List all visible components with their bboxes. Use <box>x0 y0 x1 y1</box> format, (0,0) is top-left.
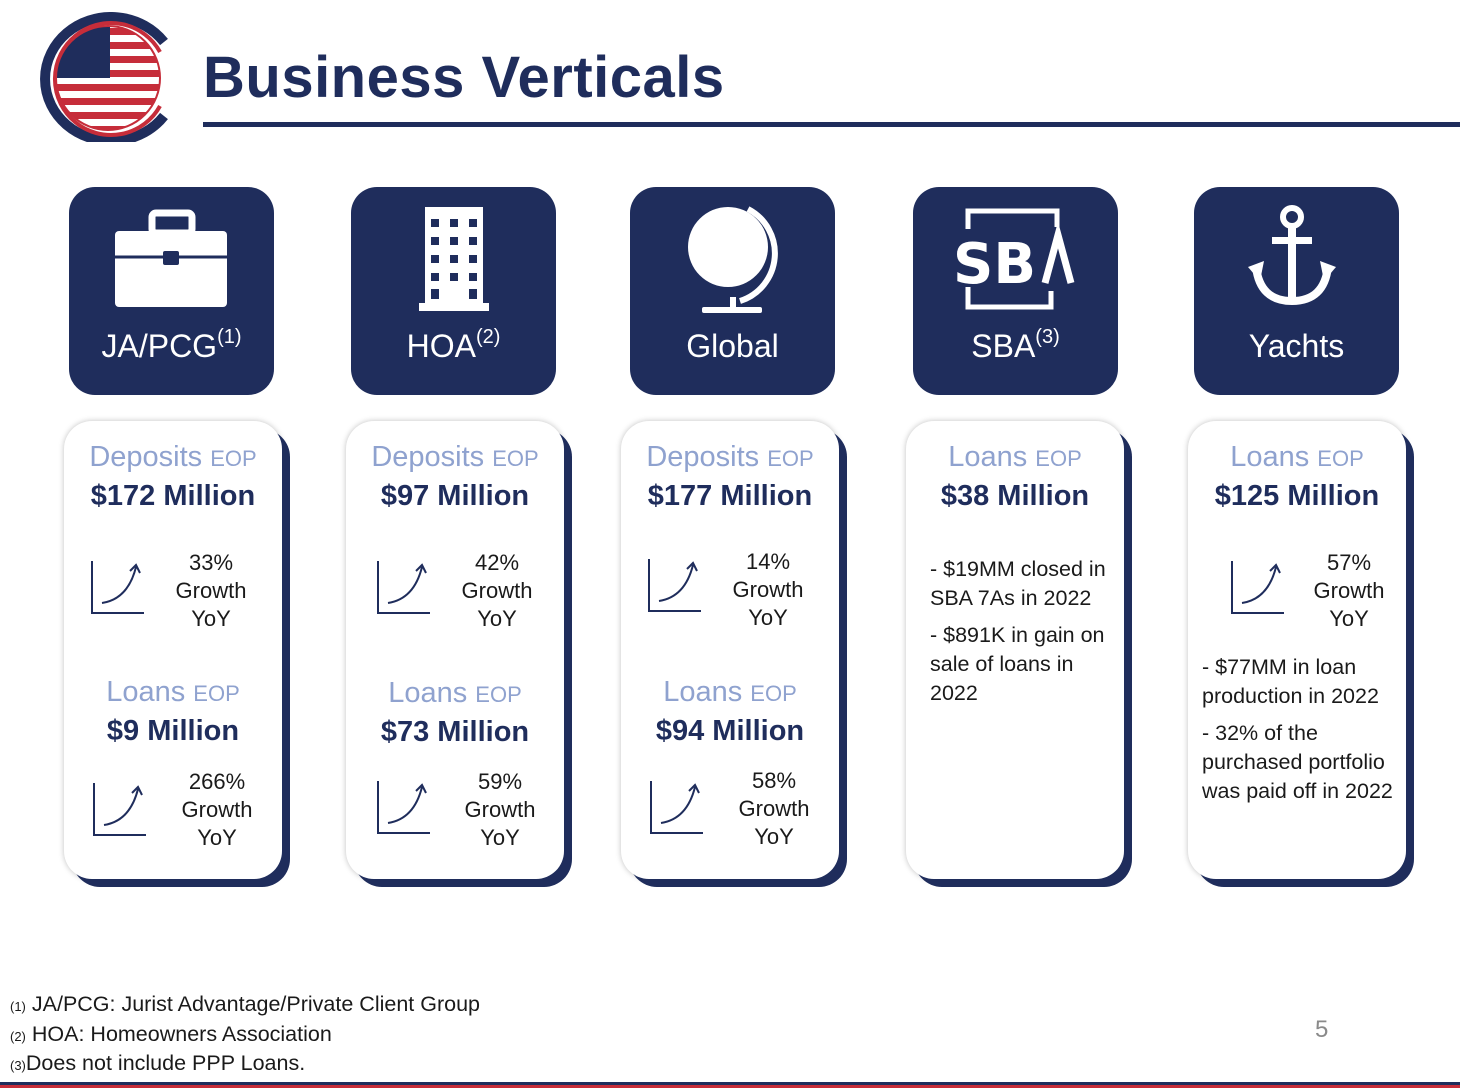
card-sba: Loans EOP $38 Million - $19MM closed in … <box>906 421 1124 879</box>
growth-stat: 57% Growth YoY <box>1313 550 1385 631</box>
vertical-tile-ja-pcg: JA/PCG(1) <box>69 187 274 395</box>
striped-globe-logo <box>40 12 168 142</box>
vertical-label: Global <box>686 328 779 364</box>
deposits-label: Deposits EOP <box>371 441 539 473</box>
footnote-1: (1) JA/PCG: Jurist Advantage/Private Cli… <box>10 992 480 1016</box>
card-ja-pcg: Deposits EOP $172 Million 33% Growth YoY L… <box>64 421 282 879</box>
growth-chart-icon <box>377 561 430 614</box>
growth-chart-icon <box>91 561 144 614</box>
growth-chart-icon <box>1231 561 1284 614</box>
growth-stat: 266% Growth YoY <box>181 769 253 850</box>
loans-label: Loans EOP <box>106 676 240 708</box>
loans-value: $94 Million <box>655 715 805 747</box>
growth-chart-icon <box>377 781 430 834</box>
growth-stat: 58% Growth YoY <box>738 768 810 849</box>
vertical-label: SBA(3) <box>971 326 1060 364</box>
vertical-tile-global: Global <box>630 187 835 395</box>
globe-icon <box>688 206 778 313</box>
note-item: - $77MM in loan production in 2022 <box>1202 655 1379 708</box>
deposits-label: Deposits EOP <box>89 441 257 473</box>
title-underline <box>203 122 1460 127</box>
vertical-tile-sba: SB SBA(3) <box>913 187 1118 395</box>
sba-notes: - $19MM closed in SBA 7As in 2022 - $891… <box>930 555 1120 716</box>
footnote-3: (3)Does not include PPP Loans. <box>10 1051 306 1075</box>
growth-chart-icon <box>648 559 701 612</box>
card-yachts: Loans EOP $125 Million 57% Growth YoY - $7… <box>1188 421 1406 879</box>
building-icon <box>419 207 489 311</box>
loans-value: $125 Million <box>1214 480 1380 512</box>
loans-label: Loans EOP <box>663 676 797 708</box>
vertical-label: Yachts <box>1248 328 1345 364</box>
vertical-tile-yachts: Yachts <box>1194 187 1399 395</box>
briefcase-icon <box>115 209 227 307</box>
page-title: Business Verticals <box>203 45 725 110</box>
deposits-value: $97 Million <box>380 480 530 512</box>
page-number: 5 <box>1315 1016 1329 1043</box>
note-item: - $891K in gain on sale of loans in 2022 <box>930 623 1105 705</box>
card-hoa: Deposits EOP $97 Million 42% Growth YoY Lo… <box>346 421 564 879</box>
vertical-label: JA/PCG(1) <box>101 326 242 364</box>
sba-logo-icon: SB <box>953 208 1075 310</box>
growth-stat: 14% Growth YoY <box>732 549 804 630</box>
note-item: - $19MM closed in SBA 7As in 2022 <box>930 557 1106 610</box>
growth-chart-icon <box>93 783 146 836</box>
loans-label: Loans EOP <box>388 677 522 709</box>
vertical-tile-hoa: HOA(2) <box>351 187 556 395</box>
loans-label: Loans EOP <box>948 441 1082 473</box>
card-global: Deposits EOP $177 Million 14% Growth YoY L… <box>621 421 839 879</box>
growth-stat: 59% Growth YoY <box>464 769 536 850</box>
vertical-label: HOA(2) <box>406 326 501 364</box>
footnote-2: (2) HOA: Homeowners Association <box>10 1021 332 1046</box>
deposits-value: $177 Million <box>647 480 813 512</box>
footer-rule <box>0 1082 1460 1085</box>
footnotes: (1) JA/PCG: Jurist Advantage/Private Cli… <box>10 990 480 1079</box>
loans-value: $9 Million <box>106 715 240 747</box>
deposits-value: $172 Million <box>90 480 256 512</box>
svg-text:SB: SB <box>953 232 1036 297</box>
yachts-notes: - $77MM in loan production in 2022 - 32%… <box>1202 653 1406 814</box>
loans-value: $73 Million <box>380 716 530 748</box>
note-item: - 32% of the purchased portfolio was pai… <box>1202 721 1393 803</box>
deposits-label: Deposits EOP <box>646 441 814 473</box>
growth-stat: 42% Growth YoY <box>461 550 533 631</box>
loans-value: $38 Million <box>940 480 1090 512</box>
growth-stat: 33% Growth YoY <box>175 550 247 631</box>
growth-chart-icon <box>650 781 703 834</box>
loans-label: Loans EOP <box>1230 441 1364 473</box>
footer-accent-rule <box>0 1085 1460 1088</box>
anchor-icon <box>1248 205 1336 306</box>
